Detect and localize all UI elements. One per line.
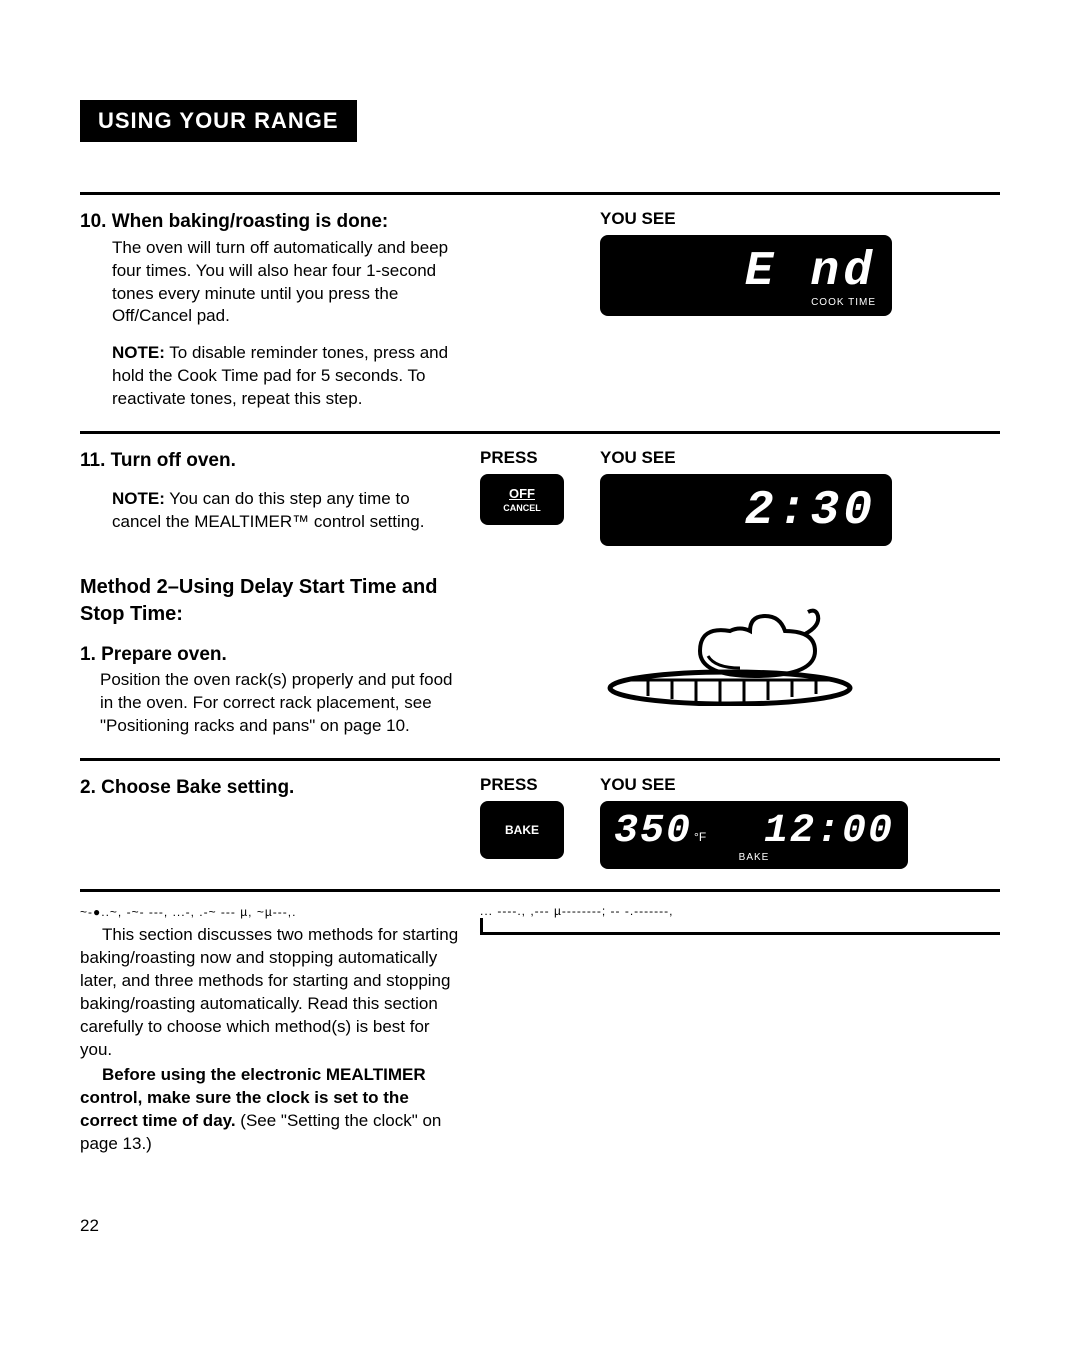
display-temp: 350 <box>614 809 692 854</box>
m2-step1-body: Position the oven rack(s) properly and p… <box>100 669 460 738</box>
footer-para1: This section discusses two methods for s… <box>80 924 460 1062</box>
step-11-title: 11. Turn off oven. <box>80 448 460 474</box>
off-label: OFF <box>490 486 554 501</box>
garbled-text-left: ~-●..~, -~- ---, ...-, .-~ --- µ, ~µ---,… <box>80 904 460 920</box>
m2-step1-title: 1. Prepare oven. <box>80 644 227 665</box>
display-temp-unit: °F <box>694 830 706 844</box>
section-header: USING YOUR RANGE <box>80 100 357 142</box>
page-number: 22 <box>80 1216 1000 1236</box>
oven-rack-illustration <box>600 596 860 706</box>
bake-label: BAKE <box>505 823 539 837</box>
you-see-label: YOU SEE <box>600 209 1000 229</box>
step-10-title: 10. When baking/roasting is done: <box>80 209 460 235</box>
m2-step2-row: 2. Choose Bake setting. PRESS BAKE YOU S… <box>80 758 1000 889</box>
step-10-row: 10. When baking/roasting is done: The ov… <box>80 192 1000 431</box>
m2-step2-title: 2. Choose Bake setting. <box>80 775 460 801</box>
step-11-row: 11. Turn off oven. NOTE: You can do this… <box>80 431 1000 758</box>
display-time: 12:00 <box>764 809 894 854</box>
step-10-body: The oven will turn off automatically and… <box>112 237 460 329</box>
bake-button[interactable]: BAKE <box>480 801 564 859</box>
footer-row: ~-●..~, -~- ---, ...-, .-~ --- µ, ~µ---,… <box>80 889 1000 1156</box>
footer-bracket <box>480 918 1000 935</box>
note-label: NOTE: <box>112 489 165 508</box>
footer-para2: Before using the electronic MEALTIMER co… <box>80 1064 460 1156</box>
step-11-note: NOTE: You can do this step any time to c… <box>112 488 460 534</box>
off-cancel-button[interactable]: OFF CANCEL <box>480 474 564 525</box>
garbled-text-right: ... ----., ,--- µ--------; -- -.-------, <box>480 904 1000 918</box>
oven-display-end: E nd COOK TIME <box>600 235 892 316</box>
method-2-title: Method 2–Using Delay Start Time and Stop… <box>80 574 460 628</box>
press-label: PRESS <box>480 448 600 468</box>
press-label: PRESS <box>480 775 600 795</box>
you-see-label: YOU SEE <box>600 775 1000 795</box>
display-text-230: 2:30 <box>616 484 876 538</box>
note-label: NOTE: <box>112 343 165 362</box>
oven-display-bake: 350°F 12:00 BAKE <box>600 801 908 869</box>
display-text-end: E nd <box>616 245 876 299</box>
cancel-label: CANCEL <box>490 503 554 513</box>
oven-display-230: 2:30 <box>600 474 892 546</box>
step-10-note: NOTE: To disable reminder tones, press a… <box>112 342 460 411</box>
you-see-label: YOU SEE <box>600 448 1000 468</box>
